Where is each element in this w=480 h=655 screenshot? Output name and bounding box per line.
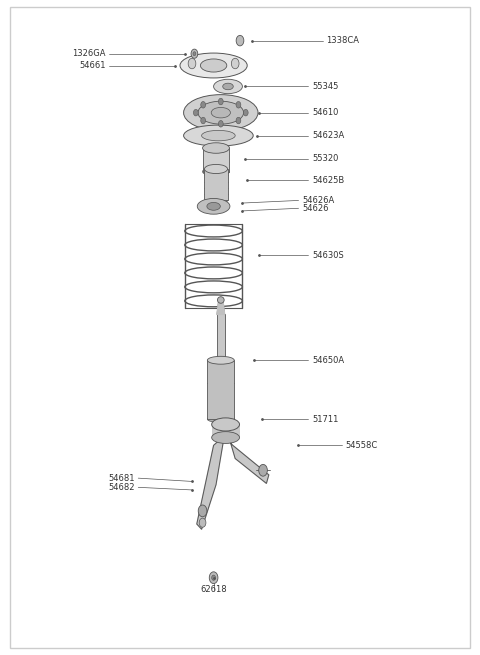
Text: 55320: 55320 <box>312 154 338 163</box>
Text: 54661: 54661 <box>79 61 106 70</box>
Circle shape <box>236 102 241 108</box>
Bar <box>207 360 234 419</box>
Ellipse shape <box>212 432 240 443</box>
Circle shape <box>243 109 248 116</box>
Ellipse shape <box>203 143 229 153</box>
Circle shape <box>236 35 244 46</box>
Ellipse shape <box>200 59 227 72</box>
Bar <box>217 314 225 360</box>
Bar <box>212 424 240 438</box>
Text: 1338CA: 1338CA <box>326 36 360 45</box>
Circle shape <box>231 58 239 69</box>
Ellipse shape <box>214 79 242 94</box>
Text: 54623A: 54623A <box>312 131 344 140</box>
Text: 54626A: 54626A <box>302 196 335 205</box>
Ellipse shape <box>204 164 228 174</box>
Ellipse shape <box>207 416 234 422</box>
Ellipse shape <box>211 107 230 118</box>
Ellipse shape <box>184 125 253 146</box>
Circle shape <box>236 117 241 124</box>
Text: 54681: 54681 <box>108 474 134 483</box>
Bar <box>203 148 229 172</box>
Circle shape <box>201 117 205 124</box>
Circle shape <box>212 575 216 580</box>
Text: 1326GA: 1326GA <box>72 49 106 58</box>
Ellipse shape <box>203 167 229 176</box>
Polygon shape <box>217 303 225 314</box>
Ellipse shape <box>223 83 233 90</box>
Text: 55345: 55345 <box>312 82 338 91</box>
Circle shape <box>193 109 198 116</box>
Circle shape <box>259 464 267 476</box>
Text: 54650A: 54650A <box>312 356 344 365</box>
Circle shape <box>201 102 205 108</box>
Circle shape <box>218 98 223 105</box>
Polygon shape <box>228 440 269 483</box>
Text: 54626: 54626 <box>302 204 329 213</box>
Polygon shape <box>197 439 223 529</box>
Ellipse shape <box>207 202 220 210</box>
Ellipse shape <box>198 102 244 124</box>
Ellipse shape <box>207 356 234 364</box>
Circle shape <box>209 572 218 584</box>
Text: 51711: 51711 <box>312 415 338 424</box>
Ellipse shape <box>212 418 240 431</box>
Circle shape <box>218 121 223 127</box>
Text: 62618: 62618 <box>200 585 227 594</box>
Ellipse shape <box>184 95 258 131</box>
Circle shape <box>199 518 206 527</box>
Text: 54682: 54682 <box>108 483 134 492</box>
Ellipse shape <box>217 297 224 303</box>
Ellipse shape <box>204 196 228 204</box>
Bar <box>204 169 228 200</box>
Text: 54630S: 54630S <box>312 251 344 260</box>
Circle shape <box>193 52 196 56</box>
Circle shape <box>198 505 207 517</box>
Ellipse shape <box>180 53 247 78</box>
Circle shape <box>188 58 196 69</box>
Ellipse shape <box>202 130 235 141</box>
Text: 54625B: 54625B <box>312 176 344 185</box>
Ellipse shape <box>197 198 230 214</box>
Circle shape <box>191 49 198 58</box>
Text: 54558C: 54558C <box>346 441 378 450</box>
Text: 54610: 54610 <box>312 108 338 117</box>
